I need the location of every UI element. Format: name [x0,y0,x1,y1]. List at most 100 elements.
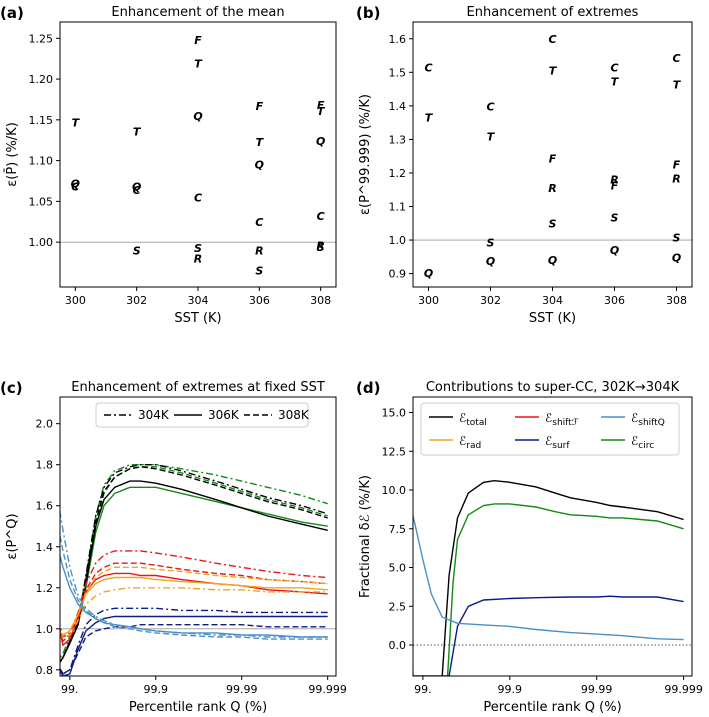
x-axis-label: Percentile rank Q (%) [483,700,621,715]
panel-title: Enhancement of the mean [111,5,284,20]
marker-C: C [486,101,494,114]
marker-R: R [255,244,263,257]
marker-T: T [549,65,558,78]
marker-C: C [548,33,556,46]
marker-T: T [256,136,265,149]
series-line [397,450,684,640]
x-tick-label: 99.999 [308,683,347,696]
y-tick-label: 1.1 [389,200,407,213]
y-tick-label: 1.5 [389,66,407,79]
marker-T: T [673,78,682,91]
marker-T: T [425,112,434,125]
series-line [442,481,683,676]
marker-R: R [548,182,556,195]
y-tick-label: 1.0 [36,623,54,636]
marker-T: T [194,58,203,71]
legend-subscript: surf [552,441,570,451]
line-series-group [55,465,328,676]
legend-subscript: shiftℱ [552,418,579,428]
x-axis-label: Percentile rank Q (%) [129,700,267,715]
marker-Q: Q [610,244,619,257]
marker-F: F [256,100,264,113]
x-tick-label: 306 [249,294,270,307]
marker-C: C [194,191,202,204]
panel-title: Contributions to super-CC, 302K→304K [426,380,680,395]
x-tick-label: 99.99 [581,683,613,696]
y-tick-label: 1.15 [29,114,54,127]
marker-Q: Q [486,255,495,268]
y-tick-label: 15.0 [382,407,407,420]
marker-C: C [71,181,79,194]
panel-c: (c) Enhancement of extremes at fixed SST 0… [0,379,347,715]
figure: (a) Enhancement of the mean1.001.051.101.… [0,0,709,717]
marker-S: S [673,231,681,244]
legend-subscript: rad [466,441,481,451]
marker-S: S [317,241,325,254]
x-tick-label: 304 [542,294,563,307]
x-axis-label: SST (K) [529,311,576,326]
marker-C: C [133,184,141,197]
marker-F: F [549,153,557,166]
legend-label: 306K [208,408,240,422]
y-tick-label: 0.8 [36,664,54,677]
legend-symbol: ℰ [631,411,638,425]
y-tick-label: 5.0 [389,562,407,575]
y-tick-label: 1.10 [29,155,54,168]
y-axis-label: Fractional δℰ (%/K) [358,475,373,598]
x-tick-label: 302 [126,294,147,307]
y-tick-label: 7.5 [389,523,407,536]
marker-T: T [317,105,326,118]
series-line [55,617,328,677]
series-line [55,467,328,670]
y-tick-label: 1.00 [29,236,54,249]
y-axis-label: ε(P̄) (%/K) [5,122,20,187]
axes-frame [60,397,336,676]
legend-symbol: ℰ [545,411,552,425]
x-tick-label: 306 [604,294,625,307]
panel-tag: (d) [356,379,380,397]
panel-tag: (c) [0,379,23,397]
marker-Q: Q [672,251,681,264]
marker-R: R [672,173,680,186]
x-tick-label: 99.9 [498,683,523,696]
panel-tag: (a) [0,4,24,22]
x-tick-label: 99. [61,683,79,696]
panel-b: (b) Enhancement of extremes 0.9 1.0 1.1 1.2 1.… [356,4,692,326]
y-tick-label: 1.0 [389,234,407,247]
marker-C: C [610,61,618,74]
y-tick-label: 1.25 [29,32,54,45]
marker-Q: Q [193,110,202,123]
y-tick-label: 10.0 [382,484,407,497]
marker-C: C [255,216,263,229]
series-line [55,625,328,674]
y-tick-label: 1.8 [36,459,54,472]
y-tick-label: 0.9 [389,268,407,281]
series-line [55,481,328,670]
y-tick-label: 1.3 [389,133,407,146]
panel-title: Enhancement of extremes [467,5,639,20]
y-tick-label: 1.6 [389,33,407,46]
marker-S: S [549,217,557,230]
marker-F: F [194,34,202,47]
legend-label: 304K [138,408,170,422]
x-tick-label: 308 [310,294,331,307]
marker-C: C [672,52,680,65]
y-tick-label: 12.5 [382,445,407,458]
marker-Q: Q [255,159,264,172]
legend-symbol: ℰ [545,434,552,448]
panel-tag: (b) [356,4,380,22]
series-line [55,563,328,641]
y-tick-label: 2.0 [36,418,54,431]
legend-label: 308K [278,408,310,422]
x-tick-label: 302 [480,294,501,307]
marker-C: C [424,61,432,74]
series-line [55,467,328,670]
marker-S: S [255,265,263,278]
marker-S: S [611,212,619,225]
y-axis-label: ε(P^Q) [5,513,20,559]
series-line [55,567,328,635]
y-tick-label: 2.5 [389,600,407,613]
panel-a: (a) Enhancement of the mean 1.00 1.05 1.10 1.… [0,4,336,326]
x-tick-label: 300 [418,294,439,307]
panel-title: Enhancement of extremes at fixed SST [71,380,325,395]
